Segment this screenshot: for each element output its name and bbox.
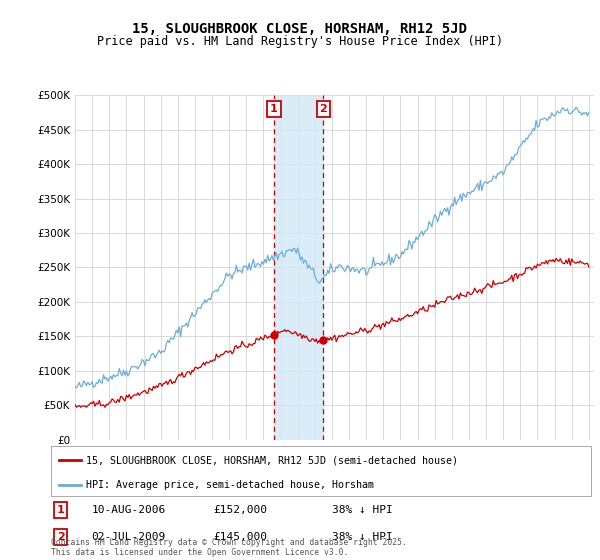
Text: 2: 2 [319, 104, 327, 114]
Text: Price paid vs. HM Land Registry's House Price Index (HPI): Price paid vs. HM Land Registry's House … [97, 35, 503, 48]
Text: £152,000: £152,000 [213, 505, 267, 515]
Text: HPI: Average price, semi-detached house, Horsham: HPI: Average price, semi-detached house,… [86, 480, 374, 490]
Text: £145,000: £145,000 [213, 532, 267, 542]
Text: 38% ↓ HPI: 38% ↓ HPI [332, 532, 392, 542]
Bar [274, 95, 323, 440]
Text: 2: 2 [57, 532, 65, 542]
Text: 1: 1 [57, 505, 65, 515]
Text: 10-AUG-2006: 10-AUG-2006 [91, 505, 166, 515]
Text: 1: 1 [270, 104, 278, 114]
Text: 02-JUL-2009: 02-JUL-2009 [91, 532, 166, 542]
Text: 15, SLOUGHBROOK CLOSE, HORSHAM, RH12 5JD: 15, SLOUGHBROOK CLOSE, HORSHAM, RH12 5JD [133, 22, 467, 36]
Text: Contains HM Land Registry data © Crown copyright and database right 2025.
This d: Contains HM Land Registry data © Crown c… [51, 538, 407, 557]
Text: 15, SLOUGHBROOK CLOSE, HORSHAM, RH12 5JD (semi-detached house): 15, SLOUGHBROOK CLOSE, HORSHAM, RH12 5JD… [86, 455, 458, 465]
Text: 38% ↓ HPI: 38% ↓ HPI [332, 505, 392, 515]
